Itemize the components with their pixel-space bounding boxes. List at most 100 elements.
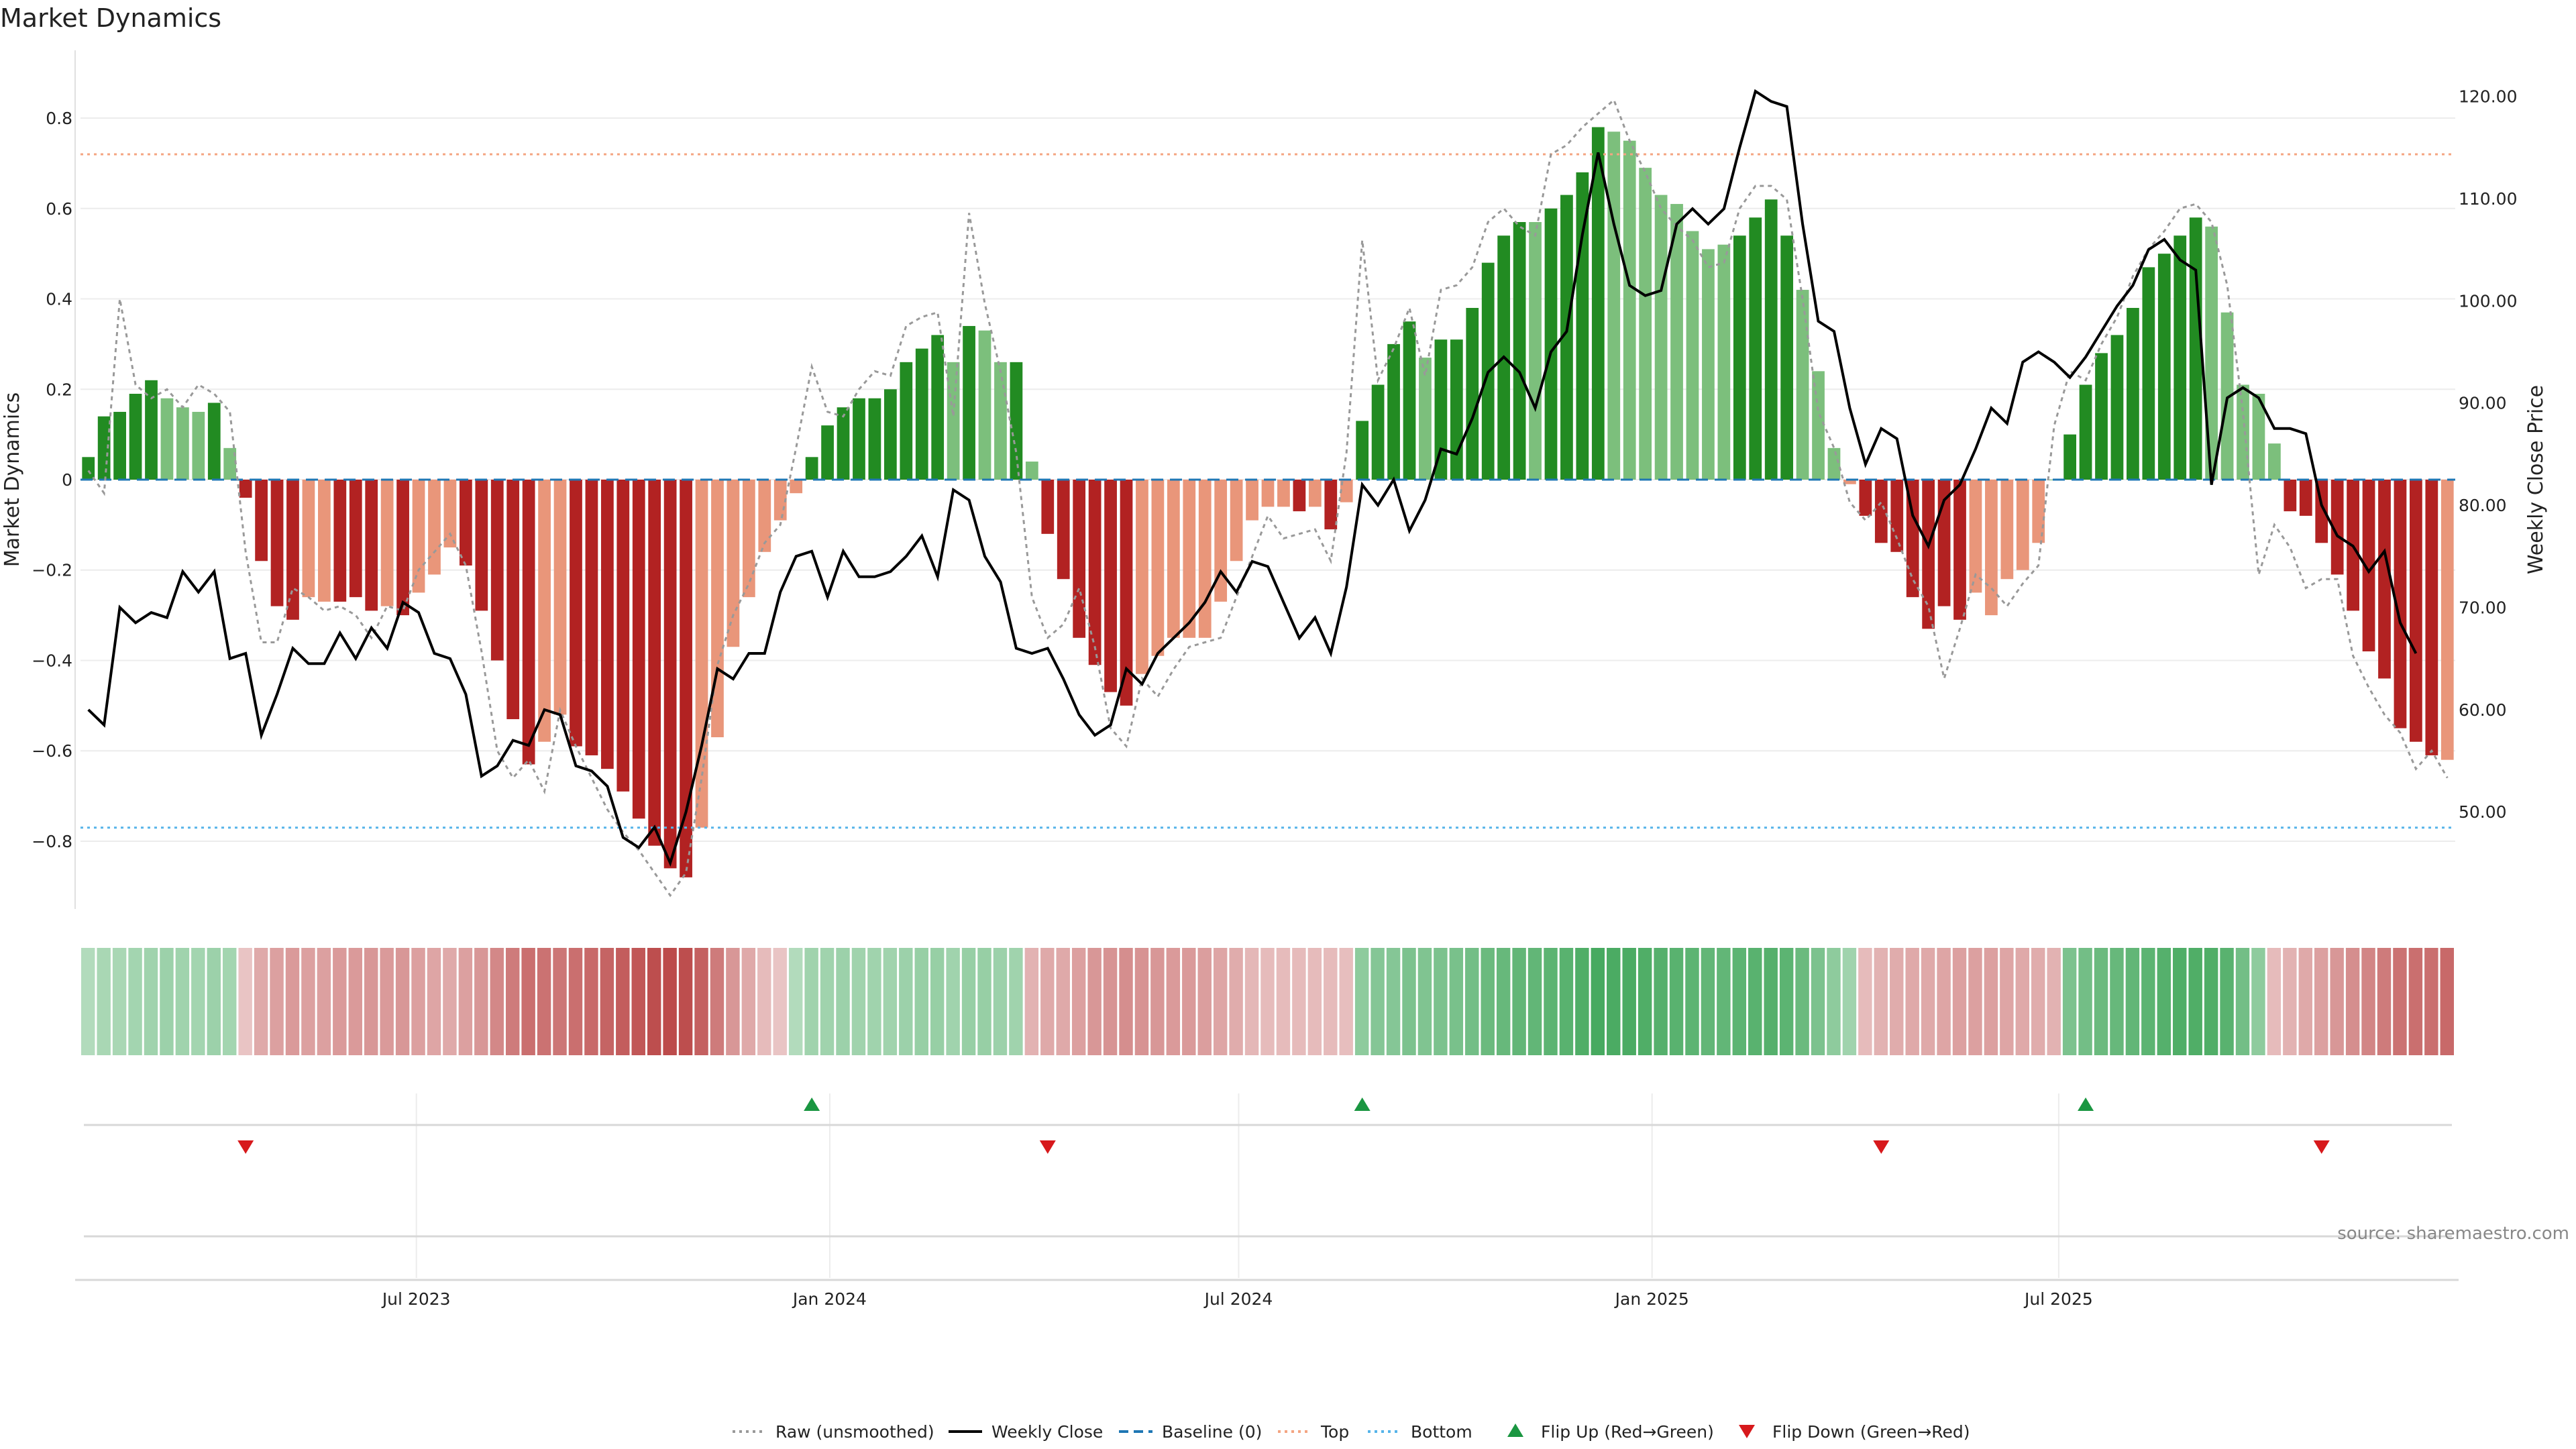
heat-cell xyxy=(678,948,693,1055)
momentum-bar xyxy=(2299,480,2312,516)
heat-cell xyxy=(2298,948,2313,1055)
heat-cell xyxy=(81,948,95,1055)
right-tick-label: 50.00 xyxy=(2459,802,2507,822)
momentum-heat-strip xyxy=(81,948,2454,1055)
heat-cell xyxy=(584,948,598,1055)
heat-cell xyxy=(1119,948,1133,1055)
momentum-bar xyxy=(1136,480,1148,674)
heat-cell xyxy=(647,948,661,1055)
momentum-bar xyxy=(412,480,425,593)
momentum-bar xyxy=(1466,308,1479,480)
heat-cell xyxy=(1040,948,1055,1055)
momentum-bar xyxy=(2394,480,2407,729)
x-tick-label: Jul 2025 xyxy=(2023,1289,2093,1309)
heat-cell xyxy=(1354,948,1369,1055)
heat-cell xyxy=(521,948,535,1055)
momentum-bar xyxy=(1104,480,1117,692)
legend-label: Weekly Close xyxy=(991,1422,1103,1442)
heat-cell xyxy=(1575,948,1589,1055)
heat-cell xyxy=(1874,948,1888,1055)
momentum-bar xyxy=(1387,343,1400,480)
momentum-bar xyxy=(1639,168,1652,480)
heat-cell xyxy=(2283,948,2297,1055)
momentum-bar xyxy=(1607,131,1621,480)
raw-unsmoothed-line xyxy=(87,98,2449,898)
momentum-bar xyxy=(915,348,928,480)
left-axis-title: Market Dynamics xyxy=(1,392,24,568)
momentum-bar xyxy=(2425,480,2438,755)
momentum-bar xyxy=(396,480,409,616)
right-tick-label: 60.00 xyxy=(2459,700,2507,720)
legend-label: Top xyxy=(1320,1422,1349,1442)
x-tick-label: Jan 2024 xyxy=(792,1289,867,1309)
heat-cell xyxy=(1701,948,1715,1055)
momentum-bar xyxy=(302,480,315,598)
heat-cell xyxy=(2220,948,2234,1055)
momentum-bar xyxy=(600,480,614,769)
momentum-bar xyxy=(192,411,205,480)
heat-cell xyxy=(820,948,835,1055)
legend-label: Flip Up (Red→Green) xyxy=(1541,1422,1714,1442)
heat-cell xyxy=(395,948,410,1055)
heat-cell xyxy=(254,948,268,1055)
momentum-bar xyxy=(490,480,504,661)
momentum-bar xyxy=(883,389,897,480)
heat-cell xyxy=(1402,948,1416,1055)
momentum-bar xyxy=(428,480,441,575)
momentum-bar xyxy=(1890,480,1904,552)
momentum-bar xyxy=(506,480,520,720)
right-tick-label: 70.00 xyxy=(2459,598,2507,617)
momentum-bar xyxy=(2032,480,2045,543)
momentum-bar xyxy=(805,457,818,480)
momentum-bar xyxy=(1749,217,1762,480)
heat-cell xyxy=(993,948,1008,1055)
momentum-bar xyxy=(1167,480,1180,638)
momentum-bar xyxy=(1371,384,1385,480)
heat-cell xyxy=(2141,948,2155,1055)
momentum-bar xyxy=(1198,480,1212,638)
heat-cell xyxy=(1465,948,1479,1055)
heat-cell xyxy=(1937,948,1951,1055)
heat-cell xyxy=(1591,948,1605,1055)
heat-cell xyxy=(1213,948,1228,1055)
momentum-bar xyxy=(1513,222,1526,480)
heat-cell xyxy=(2251,948,2265,1055)
heat-cell xyxy=(2157,948,2171,1055)
heat-cell xyxy=(144,948,158,1055)
heat-cell xyxy=(1795,948,1809,1055)
momentum-bar xyxy=(1780,235,1794,480)
momentum-bar xyxy=(1654,195,1668,480)
momentum-bar xyxy=(695,480,708,828)
right-tick-label: 100.00 xyxy=(2459,291,2517,311)
legend: Raw (unsmoothed) Weekly Close Baseline (0)… xyxy=(733,1422,1970,1442)
momentum-bar xyxy=(1419,358,1432,480)
momentum-bar xyxy=(632,480,645,819)
left-tick-label: 0.2 xyxy=(46,380,72,399)
momentum-bar xyxy=(742,480,755,598)
momentum-bar xyxy=(1434,339,1448,480)
heat-cell xyxy=(1669,948,1684,1055)
legend-label: Flip Down (Green→Red) xyxy=(1772,1422,1970,1442)
momentum-bar xyxy=(1670,204,1683,480)
left-tick-label: −0.4 xyxy=(32,651,72,670)
momentum-bar xyxy=(1702,249,1715,480)
heat-cell xyxy=(1984,948,1998,1055)
momentum-bar xyxy=(1356,421,1369,480)
heat-cell xyxy=(1527,948,1542,1055)
momentum-bar xyxy=(2157,254,2171,480)
left-tick-label: 0.8 xyxy=(46,109,72,128)
heat-cell xyxy=(1339,948,1353,1055)
heat-cell xyxy=(1607,948,1621,1055)
momentum-bar xyxy=(837,407,850,480)
heat-cell xyxy=(2204,948,2218,1055)
left-tick-label: −0.6 xyxy=(32,741,72,761)
momentum-bar xyxy=(1717,244,1731,480)
heat-cell xyxy=(710,948,724,1055)
right-tick-label: 120.00 xyxy=(2459,87,2517,107)
momentum-bar xyxy=(1025,462,1038,480)
heat-cell xyxy=(411,948,425,1055)
momentum-bar xyxy=(2110,335,2124,480)
heat-cell xyxy=(1024,948,1039,1055)
momentum-bar xyxy=(1560,195,1573,480)
